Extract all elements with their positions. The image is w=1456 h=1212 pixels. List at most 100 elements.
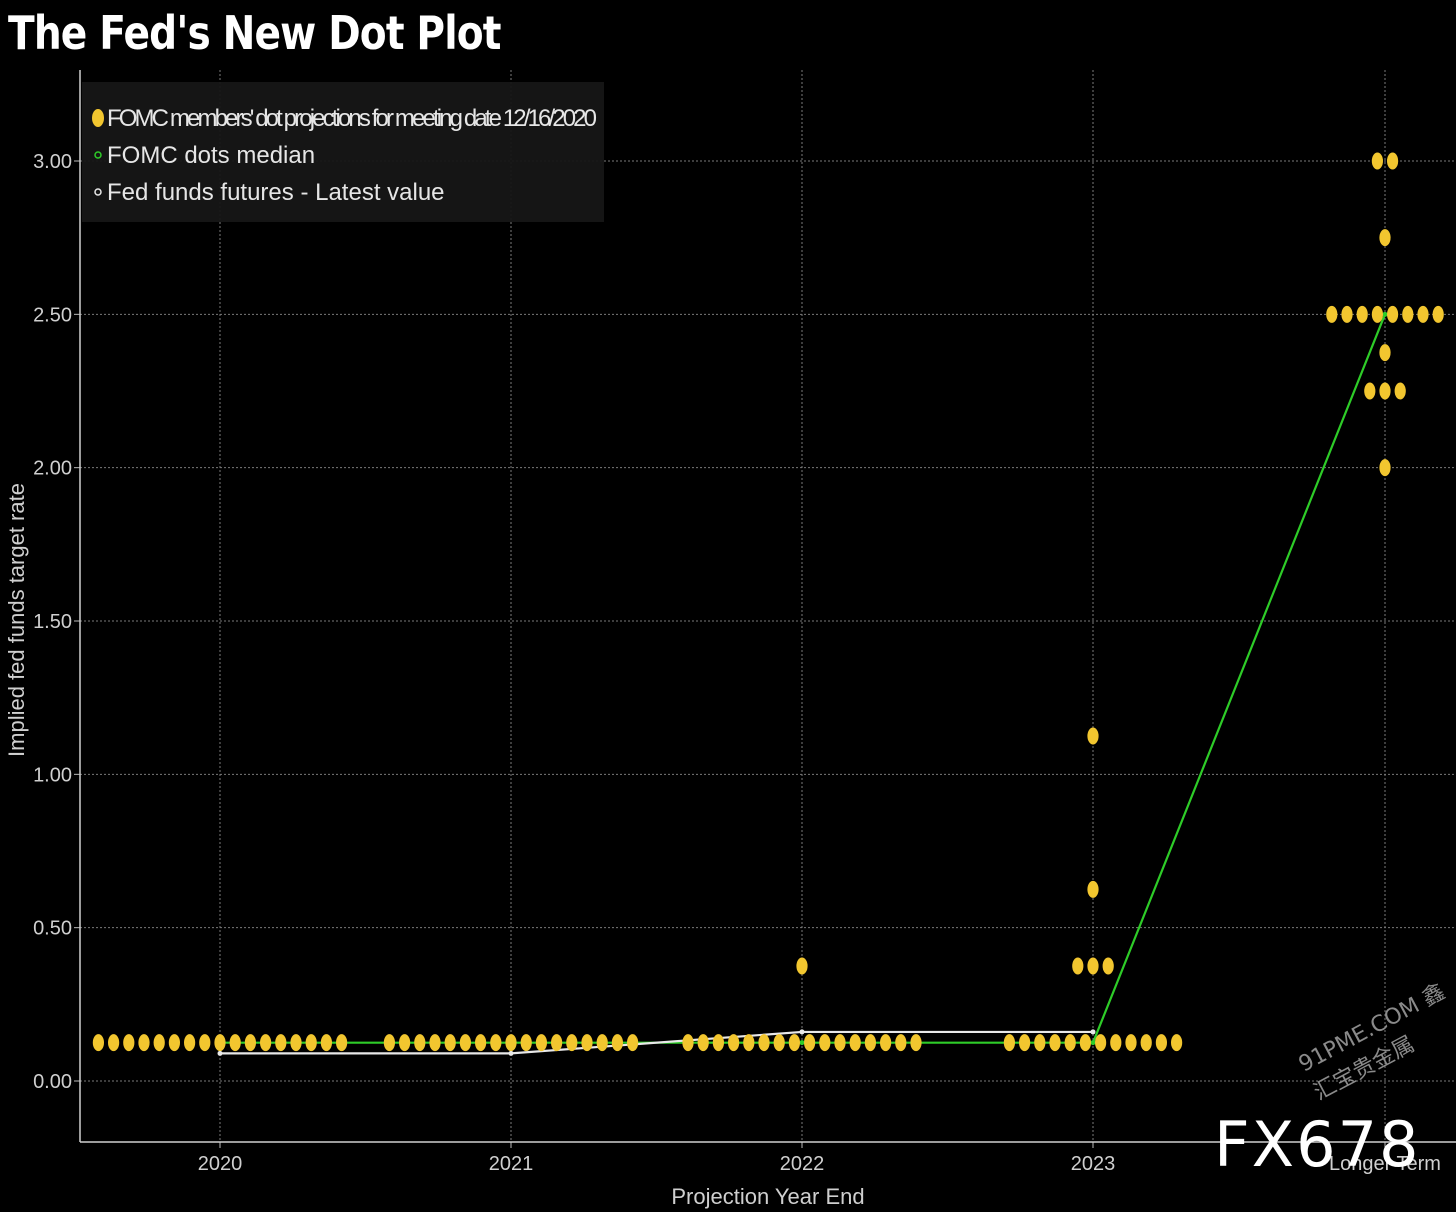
fomc-dot [535, 1034, 548, 1052]
fomc-dot [1049, 1034, 1061, 1052]
fomc-dot [168, 1034, 180, 1052]
fomc-dot [490, 1034, 502, 1052]
fomc-dot [260, 1034, 272, 1052]
legend-label: Fed funds futures - Latest value [107, 179, 445, 206]
fomc-dot [1171, 1034, 1183, 1052]
fomc-dot [92, 1034, 104, 1052]
fomc-dot [459, 1034, 471, 1052]
fomc-dot [305, 1034, 317, 1052]
x-axis-title: Projection Year End [671, 1184, 864, 1209]
x-tick-label: 2020 [198, 1153, 243, 1175]
fomc-dot [1155, 1034, 1167, 1052]
fomc-dot [320, 1034, 332, 1052]
x-tick-label: 2022 [780, 1153, 825, 1175]
fomc-dot [1379, 344, 1391, 362]
chart-title: The Fed's New Dot Plot [8, 6, 501, 60]
fomc-dot [290, 1034, 302, 1052]
fomc-dot [728, 1034, 740, 1052]
fomc-dot [712, 1034, 725, 1052]
fomc-dot [895, 1034, 907, 1052]
legend-median-swatch [94, 151, 102, 159]
fomc-dot [1379, 229, 1391, 247]
fomc-dot [1379, 382, 1391, 400]
fomc-dot [1019, 1034, 1031, 1052]
fomc-dot [336, 1034, 348, 1052]
fomc-dot [1140, 1034, 1152, 1052]
fomc-dot [1387, 305, 1399, 323]
median-point [1090, 1040, 1096, 1046]
fomc-dot [743, 1034, 755, 1052]
legend-dot-swatch [92, 109, 104, 127]
legend: FOMC members' dot projections for meetin… [82, 82, 604, 222]
fomc-dot [1125, 1034, 1137, 1052]
fomc-dot [399, 1034, 411, 1052]
median-point [1382, 311, 1388, 317]
fomc-dot [429, 1034, 441, 1052]
fomc-dot [123, 1034, 135, 1052]
fomc-dot [1087, 880, 1099, 898]
fomc-dot [1402, 305, 1414, 323]
fomc-dot [1394, 382, 1406, 400]
fomc-dot [383, 1034, 395, 1052]
fomc-dot [910, 1034, 922, 1052]
fomc-dot [566, 1034, 578, 1052]
y-tick-label: 3.00 [33, 151, 72, 173]
fomc-dot [834, 1034, 846, 1052]
fomc-dot [551, 1034, 563, 1052]
fomc-dot [1064, 1034, 1076, 1052]
axis-layer: 0.00 0.50 1.00 1.50 2.00 2.50 3.00 2020 2021 2022… [33, 70, 1456, 1175]
fomc-dot [444, 1034, 456, 1052]
fomc-dot [475, 1034, 487, 1052]
fomc-dot [214, 1034, 226, 1052]
y-tick-label: 2.00 [33, 458, 72, 480]
fomc-dot [1341, 305, 1353, 323]
fomc-dot [1087, 957, 1099, 975]
y-axis-title: Implied fed funds target rate [4, 483, 29, 757]
x-tick-label: Longer Term [1329, 1153, 1441, 1175]
y-tick-label: 0.50 [33, 918, 72, 940]
fomc-dot [581, 1034, 593, 1052]
fomc-dot [414, 1034, 426, 1052]
fomc-dot [138, 1034, 150, 1052]
fomc-dot [758, 1034, 770, 1052]
fomc-dot [1003, 1034, 1016, 1052]
fomc-dot [1087, 727, 1099, 745]
fomc-dot [199, 1034, 211, 1052]
fomc-dot [796, 957, 808, 975]
fomc-dot [1102, 957, 1114, 975]
y-tick-label: 1.00 [33, 764, 72, 786]
legend-box [82, 82, 604, 222]
fomc-dot [697, 1034, 709, 1052]
fomc-dot [244, 1034, 256, 1052]
fomc-dot [1356, 305, 1368, 323]
legend-label: FOMC members' dot projections for meetin… [107, 105, 597, 132]
fomc-dot [1079, 1034, 1091, 1052]
fomc-dot [153, 1034, 165, 1052]
fomc-dot [788, 1034, 801, 1052]
futures-point [1090, 1029, 1096, 1035]
fomc-dot [1417, 305, 1429, 323]
futures-point [217, 1050, 223, 1056]
fomc-dot [773, 1034, 785, 1052]
fomc-dot [1364, 382, 1376, 400]
watermark-logo: FX678 [1214, 1108, 1421, 1181]
fomc-dot [1371, 305, 1383, 323]
fomc-dot [1379, 459, 1391, 477]
y-tick-label: 0.00 [33, 1071, 72, 1093]
fomc-dot [229, 1034, 241, 1052]
futures-point [799, 1029, 805, 1035]
fomc-dot [1326, 305, 1338, 323]
fomc-dot [864, 1034, 877, 1052]
fomc-dot [184, 1034, 196, 1052]
median-point [799, 1040, 805, 1046]
fomc-dot [1110, 1034, 1122, 1052]
x-tick-label: 2023 [1071, 1153, 1116, 1175]
fomc-dot [1072, 957, 1084, 975]
y-tick-label: 2.50 [33, 304, 72, 326]
fomc-dot [804, 1034, 816, 1052]
fomc-dot [1432, 305, 1444, 323]
fomc-dot [1387, 152, 1399, 170]
fomc-dot [1371, 152, 1383, 170]
y-tick-label: 1.50 [33, 611, 72, 633]
